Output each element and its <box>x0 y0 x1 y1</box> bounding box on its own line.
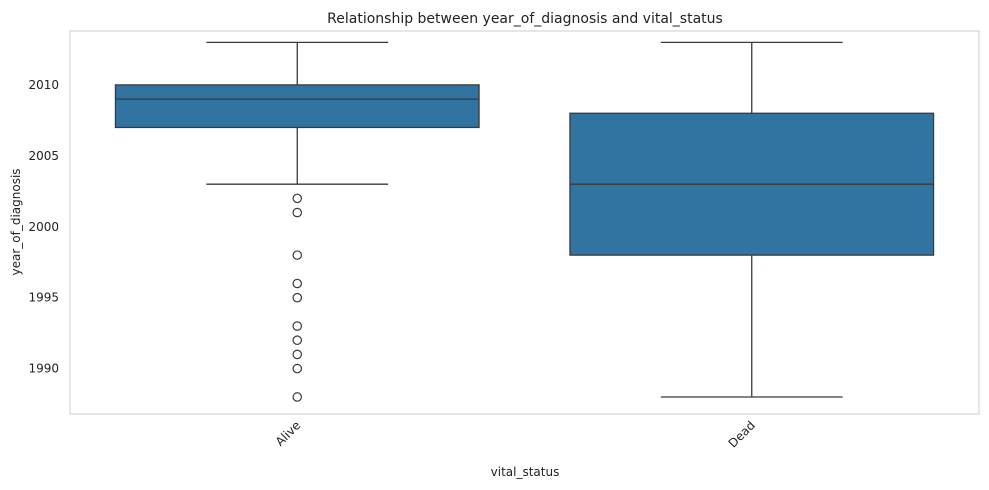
outlier-point <box>292 207 303 218</box>
chart-title: Relationship between year_of_diagnosis a… <box>327 11 723 27</box>
outlier-point <box>292 193 303 204</box>
plot-area-frame <box>69 30 980 415</box>
outlier-point <box>292 278 303 289</box>
x-tick-label-alive: Alive <box>273 418 304 449</box>
boxes-layer <box>114 41 935 402</box>
y-tick-label: 2010 <box>28 78 59 92</box>
y-axis-ticks: 1990 1995 2000 2005 2010 <box>28 78 59 376</box>
x-axis-ticks: Alive Dead <box>273 418 758 450</box>
iqr-box <box>114 84 480 129</box>
outlier-point <box>292 250 303 260</box>
outlier-point <box>292 292 303 303</box>
y-tick-label: 1990 <box>28 362 59 376</box>
box-group-alive <box>114 41 480 402</box>
y-tick-label: 2005 <box>28 149 59 163</box>
y-tick-label: 2000 <box>28 220 59 234</box>
outlier-point <box>292 335 303 346</box>
outlier-point <box>292 321 303 331</box>
box-group-dead <box>569 41 935 398</box>
outlier-point <box>292 349 303 360</box>
y-axis-label: year_of_diagnosis <box>9 168 23 275</box>
outlier-point <box>292 363 303 374</box>
x-tick-label-dead: Dead <box>726 418 758 450</box>
x-axis-label: vital_status <box>491 465 560 479</box>
y-tick-label: 1995 <box>28 291 59 305</box>
outlier-point <box>292 392 303 402</box>
